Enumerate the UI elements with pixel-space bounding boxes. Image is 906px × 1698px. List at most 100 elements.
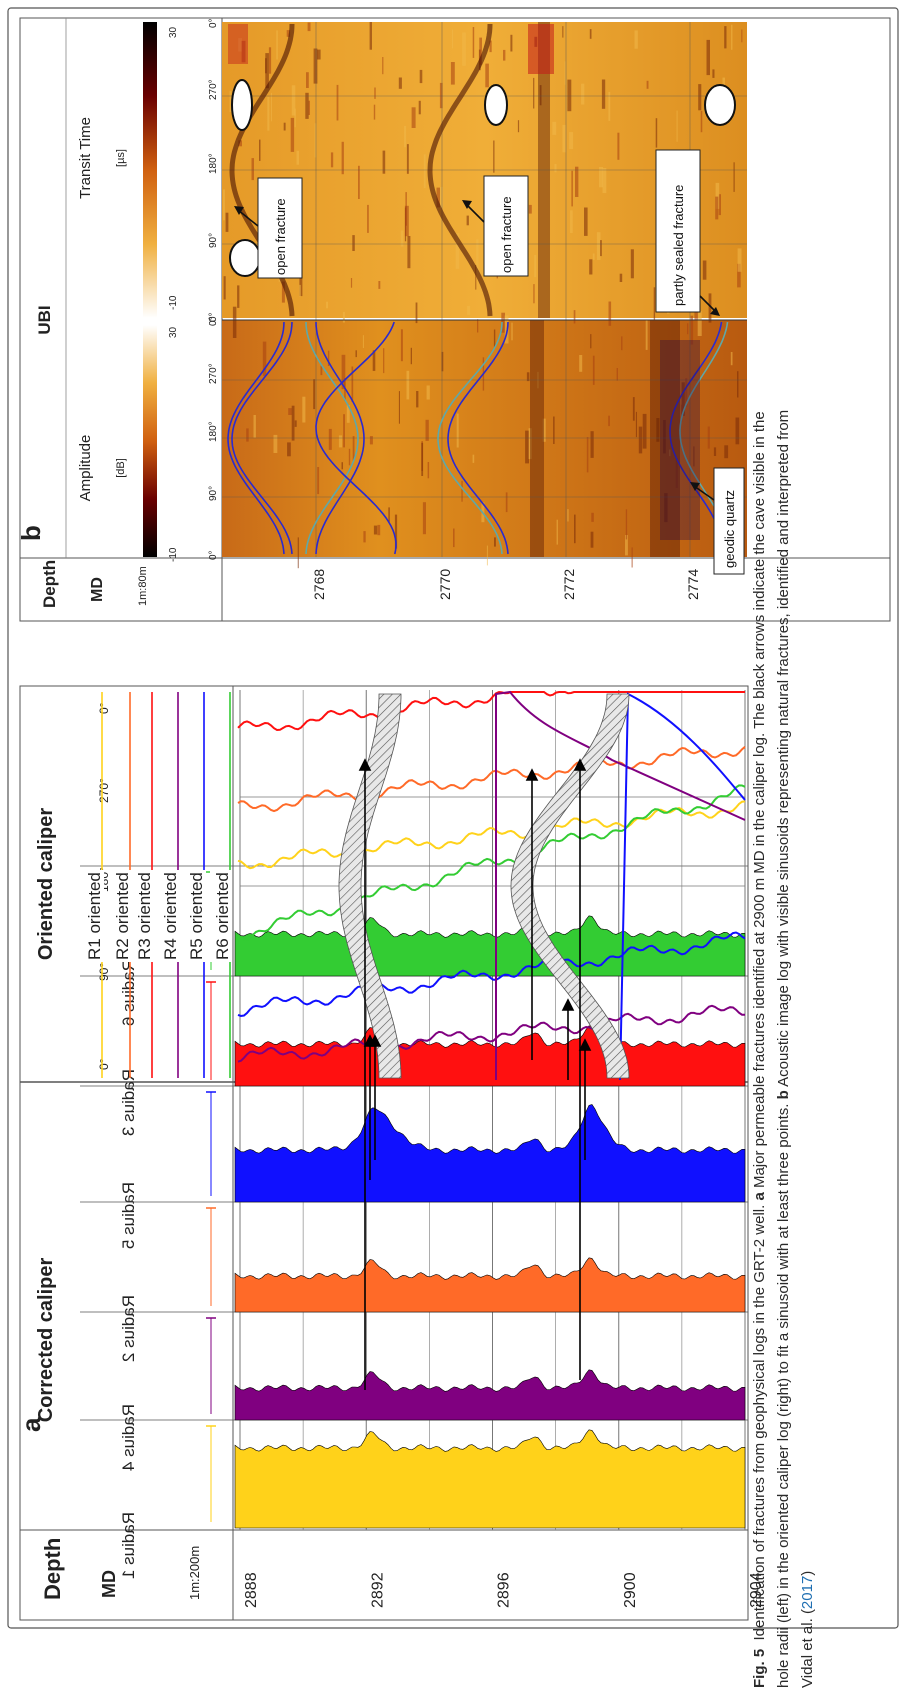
image-texture-streak bbox=[426, 385, 430, 400]
image-texture-streak bbox=[363, 531, 366, 543]
image-texture-streak bbox=[700, 110, 703, 133]
image-texture-streak bbox=[602, 168, 607, 194]
radius-fill-4 bbox=[234, 1104, 746, 1203]
transit-colorbar bbox=[143, 22, 157, 318]
image-texture-streak bbox=[440, 186, 443, 209]
image-texture-streak bbox=[579, 355, 583, 372]
svg-text:geodic quartz: geodic quartz bbox=[722, 490, 737, 568]
image-texture-streak bbox=[616, 368, 618, 381]
image-texture-streak bbox=[313, 48, 318, 84]
image-texture-streak bbox=[406, 144, 409, 174]
azimuth-tick-b-amp: 180° bbox=[208, 421, 219, 442]
image-texture-streak bbox=[608, 301, 612, 326]
image-texture-streak bbox=[617, 132, 620, 160]
image-texture-streak bbox=[296, 150, 299, 165]
image-texture-streak bbox=[590, 531, 594, 548]
image-texture-streak bbox=[253, 415, 256, 438]
transit-red-patch bbox=[228, 24, 248, 64]
oriented-curve-wrap bbox=[619, 692, 746, 1081]
image-texture-streak bbox=[299, 284, 301, 297]
image-texture-streak bbox=[355, 350, 357, 358]
transit-title: Transit Time bbox=[77, 117, 94, 199]
image-texture-streak bbox=[501, 312, 505, 333]
fracture-arrow-head bbox=[561, 998, 575, 1011]
image-texture-streak bbox=[669, 449, 671, 457]
image-texture-streak bbox=[663, 420, 666, 454]
image-texture-streak bbox=[655, 118, 658, 148]
oriented-curve bbox=[237, 746, 746, 813]
radius-fill-2 bbox=[234, 1369, 746, 1421]
image-texture-streak bbox=[596, 232, 601, 260]
amplitude-sinusoid bbox=[315, 321, 397, 555]
image-texture-streak bbox=[467, 305, 471, 315]
depth-tick-b: 2770 bbox=[437, 569, 453, 600]
image-texture-streak bbox=[539, 85, 542, 106]
image-texture-streak bbox=[416, 391, 419, 408]
image-texture-streak bbox=[475, 265, 477, 290]
image-texture-streak bbox=[737, 263, 741, 288]
oriented-legend-label-bg bbox=[132, 870, 154, 962]
image-texture-streak bbox=[419, 69, 423, 84]
image-texture-streak bbox=[571, 170, 573, 207]
image-texture-streak bbox=[625, 509, 628, 540]
image-texture-streak bbox=[489, 40, 492, 53]
image-texture-streak bbox=[317, 49, 321, 60]
image-texture-streak bbox=[229, 90, 232, 113]
image-texture-streak bbox=[369, 22, 372, 50]
image-texture-streak bbox=[737, 371, 739, 398]
image-texture-streak bbox=[642, 413, 647, 449]
radius-header-label: Radius 1 bbox=[119, 1512, 138, 1579]
image-texture-streak bbox=[313, 379, 316, 410]
image-texture-streak bbox=[472, 27, 475, 58]
azimuth-ticks-b: 0°90°180°270°0°0°90°180°270°0° bbox=[208, 18, 219, 560]
image-texture-streak bbox=[225, 212, 229, 232]
amplitude-sinusoid bbox=[231, 321, 293, 555]
image-texture-streak bbox=[724, 445, 729, 459]
image-texture-streak bbox=[341, 141, 344, 175]
transit-fracture-trace bbox=[427, 23, 493, 317]
image-texture-streak bbox=[635, 411, 637, 438]
image-texture-streak bbox=[528, 204, 532, 214]
image-texture-streak bbox=[638, 426, 643, 454]
image-texture-streak bbox=[241, 40, 246, 63]
image-texture-streak bbox=[297, 537, 299, 569]
image-texture-streak bbox=[306, 72, 309, 88]
image-texture-streak bbox=[232, 306, 237, 338]
image-texture-streak bbox=[675, 458, 678, 488]
image-texture-streak bbox=[526, 372, 530, 382]
image-texture-streak bbox=[510, 34, 513, 52]
depth-header-b: Depth bbox=[40, 560, 59, 608]
image-texture-streak bbox=[525, 430, 529, 464]
amplitude-sinusoids bbox=[227, 321, 729, 555]
svg-text:partly sealed fracture: partly sealed fracture bbox=[671, 185, 686, 306]
image-texture-streak bbox=[494, 537, 496, 547]
image-texture-streak bbox=[330, 152, 334, 168]
image-texture-streak bbox=[625, 535, 628, 556]
image-texture-streak bbox=[450, 62, 455, 85]
ubi-title: UBI bbox=[35, 305, 54, 334]
image-texture-streak bbox=[276, 30, 278, 60]
image-texture-streak bbox=[283, 122, 286, 131]
transit-cavity bbox=[231, 79, 253, 131]
amplitude-sinusoid bbox=[315, 321, 365, 555]
image-texture-streak bbox=[404, 205, 409, 237]
image-texture-streak bbox=[369, 436, 373, 445]
azimuth-tick-b-tt: 90° bbox=[208, 233, 219, 248]
image-texture-streak bbox=[367, 204, 369, 233]
oriented-curve bbox=[237, 1004, 745, 1063]
svg-text:open fracture: open fracture bbox=[273, 198, 288, 275]
image-texture-streak bbox=[646, 80, 649, 89]
image-texture-streak bbox=[294, 108, 296, 128]
radius-header-label: Radius 4 bbox=[119, 1404, 138, 1471]
image-texture-streak bbox=[314, 123, 317, 158]
image-texture-streak bbox=[351, 366, 354, 402]
image-texture-streak bbox=[265, 53, 269, 89]
image-texture-streak bbox=[676, 110, 678, 142]
image-texture-streak bbox=[425, 419, 429, 441]
oriented-legend-label: R2 oriented bbox=[113, 872, 132, 960]
image-texture-streak bbox=[712, 69, 715, 78]
image-texture-streak bbox=[685, 378, 688, 407]
image-texture-streak bbox=[590, 334, 592, 349]
amplitude-image bbox=[222, 320, 747, 557]
image-texture-streak bbox=[287, 442, 291, 457]
